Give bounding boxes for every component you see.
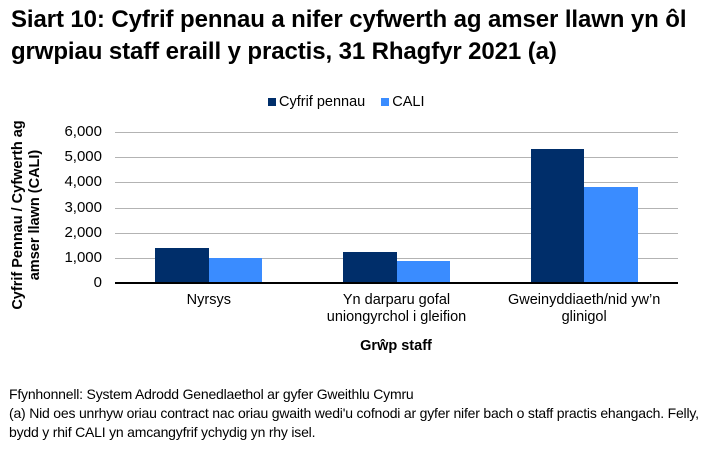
gridline [115, 132, 678, 133]
legend-label-headcount: Cyfrif pennau [279, 94, 366, 110]
bar-fte [208, 258, 263, 283]
bar-headcount [155, 248, 209, 283]
x-axis-line [115, 282, 678, 284]
x-axis-label: Grŵp staff [360, 338, 432, 354]
plot-area [115, 132, 678, 284]
legend-label-fte: CALI [392, 94, 425, 110]
bar-fte [584, 187, 638, 283]
chart-notes: Ffynhonnell: System Adrodd Genedlaethol … [9, 385, 699, 442]
legend-item-headcount: Cyfrif pennau [268, 94, 365, 110]
gridline [115, 207, 678, 209]
y-tick-label: 0 [93, 274, 102, 291]
chart-title: Siart 10: Cyfrif pennau a nifer cyfwerth… [11, 6, 687, 65]
bar-headcount [530, 149, 585, 283]
y-tick-label: 6,000 [64, 123, 102, 140]
y-tick-label: 5,000 [64, 148, 102, 166]
footnote: (a) Nid oes unrhyw oriau contract nac or… [9, 405, 699, 440]
gridline [115, 257, 678, 259]
y-tick-label: 2,000 [64, 223, 102, 241]
legend-swatch-headcount [268, 98, 276, 106]
legend-item-fte: CALI [381, 94, 425, 110]
y-tick-label: 1,000 [64, 248, 102, 266]
gridline [115, 232, 678, 234]
legend-swatch-fte [381, 98, 390, 106]
gridline [115, 182, 678, 184]
y-axis-label: Cyfrif Pennau / Cyfwerth ag amser llawn (… [10, 120, 43, 310]
bar-fte [396, 261, 450, 283]
y-tick-label: 3,000 [64, 198, 102, 216]
y-tick-label: 4,000 [64, 173, 102, 191]
source-note: Ffynhonnell: System Adrodd Genedlaethol … [9, 386, 414, 402]
x-tick-label: Yn darparu gofal uniongyrchol i gleifion [326, 292, 467, 325]
x-tick-label: Gweinyddiaeth/nid yw’n glinigol [507, 292, 661, 325]
gridline [115, 157, 678, 159]
legend: Cyfrif pennau CALI [268, 93, 441, 111]
bar-headcount [343, 252, 397, 283]
x-tick-label: Nyrsys [186, 292, 231, 308]
